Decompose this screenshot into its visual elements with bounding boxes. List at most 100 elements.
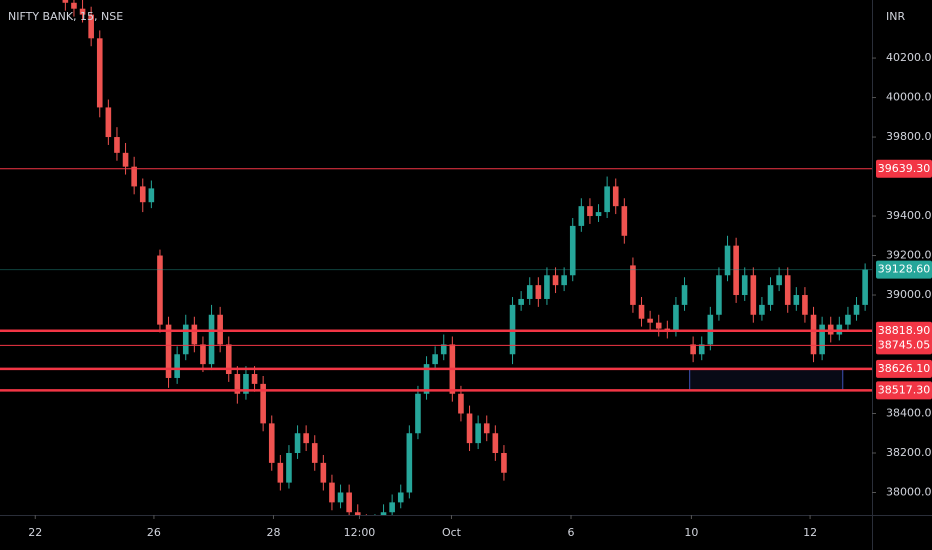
chart-title: NIFTY BANK, 15, NSE: [8, 10, 123, 23]
y-tick-label: 38200.00: [886, 446, 932, 459]
candle-body: [200, 344, 206, 365]
candle-body: [466, 413, 473, 444]
candle-body: [286, 452, 292, 483]
y-tick-label: 39000.00: [886, 288, 932, 301]
y-tick-label: 40200.00: [886, 51, 932, 64]
candle-body: [561, 275, 567, 286]
candle-body: [716, 275, 722, 315]
candle-body: [733, 245, 739, 296]
candle-body: [621, 206, 628, 236]
candle-body: [225, 344, 232, 375]
candle-body: [303, 433, 309, 444]
x-tick-label: 6: [568, 526, 575, 539]
candle-body: [501, 452, 507, 473]
candle-body: [612, 186, 619, 207]
candle-body: [810, 314, 817, 355]
level-badge: [876, 321, 932, 340]
candle-body: [578, 206, 585, 226]
candle-body: [604, 186, 610, 213]
level-badge: [876, 336, 932, 355]
candle-body: [793, 295, 800, 305]
candle-body: [96, 38, 103, 108]
candle-body: [182, 324, 189, 355]
x-tick-label: 12: [803, 526, 817, 539]
candle-body: [750, 275, 757, 315]
plot-area: [0, 0, 872, 515]
y-tick-label: 39800.00: [886, 130, 932, 143]
candle-body: [845, 314, 851, 325]
candle-body: [243, 374, 249, 394]
candle-body: [690, 344, 696, 355]
x-tick-label: 10: [684, 526, 698, 539]
candle-body: [544, 275, 550, 299]
candle-body: [432, 354, 438, 365]
candle-body: [569, 225, 576, 276]
candle-body: [277, 462, 284, 483]
candle-body: [131, 166, 137, 187]
candle-body: [776, 275, 782, 286]
candle-body: [681, 285, 688, 305]
candle-body: [71, 2, 77, 9]
y-tick-label: 39400.00: [886, 209, 932, 222]
candle-body: [587, 206, 593, 217]
candle-body: [423, 364, 430, 394]
candle-body: [139, 186, 146, 203]
candle-body: [518, 298, 524, 305]
candle-body: [526, 285, 533, 299]
candle-body: [174, 354, 180, 378]
candle-body: [337, 492, 344, 503]
y-tick-label: 40000.00: [886, 91, 932, 104]
level-badge: [876, 359, 932, 378]
level-label: 38626.10: [878, 362, 931, 375]
level-badge: [876, 159, 932, 178]
candle-body: [62, 0, 69, 3]
candle-body: [647, 318, 653, 323]
level-label: 39639.30: [878, 162, 931, 175]
candle-body: [122, 152, 129, 167]
candle-body: [191, 324, 198, 345]
candle-body: [673, 304, 679, 331]
candle-body: [251, 374, 258, 384]
y-tick-label: 38000.00: [886, 485, 932, 498]
currency: INR: [886, 10, 905, 23]
last-price-badge: [876, 260, 932, 279]
candle-body: [380, 512, 387, 515]
candle-body: [114, 137, 120, 153]
candle-body: [346, 492, 352, 513]
candle-body: [475, 423, 481, 444]
candle-body: [389, 502, 395, 513]
candle-body: [105, 107, 112, 138]
level-badge: [876, 381, 932, 400]
x-tick-label: 12:00: [344, 526, 376, 539]
candle-body: [208, 314, 215, 365]
level-label: 38517.30: [878, 383, 931, 396]
x-tick-label: 22: [28, 526, 42, 539]
candle-body: [157, 255, 163, 325]
y-tick-label: 39200.00: [886, 249, 932, 262]
candle-body: [88, 14, 94, 39]
candle-body: [148, 188, 155, 203]
candle-body: [294, 433, 301, 453]
x-tick-label: 26: [147, 526, 161, 539]
candle-body: [802, 295, 808, 315]
x-tick-label: Oct: [442, 526, 462, 539]
candle-body: [354, 512, 361, 515]
candle-body: [724, 245, 731, 276]
candle-body: [260, 383, 266, 424]
candle-body: [655, 322, 662, 329]
candle-body: [440, 344, 447, 355]
candle-body: [862, 269, 868, 305]
candle-body: [165, 324, 172, 378]
candle-body: [759, 304, 765, 315]
candle-body: [767, 285, 774, 305]
candle-body: [698, 344, 705, 355]
candle-body: [535, 285, 542, 299]
candle-body: [397, 492, 404, 503]
x-tick-label: 28: [266, 526, 280, 539]
candle-body: [311, 443, 318, 463]
candle-body: [415, 393, 421, 434]
candle-body: [234, 374, 241, 394]
